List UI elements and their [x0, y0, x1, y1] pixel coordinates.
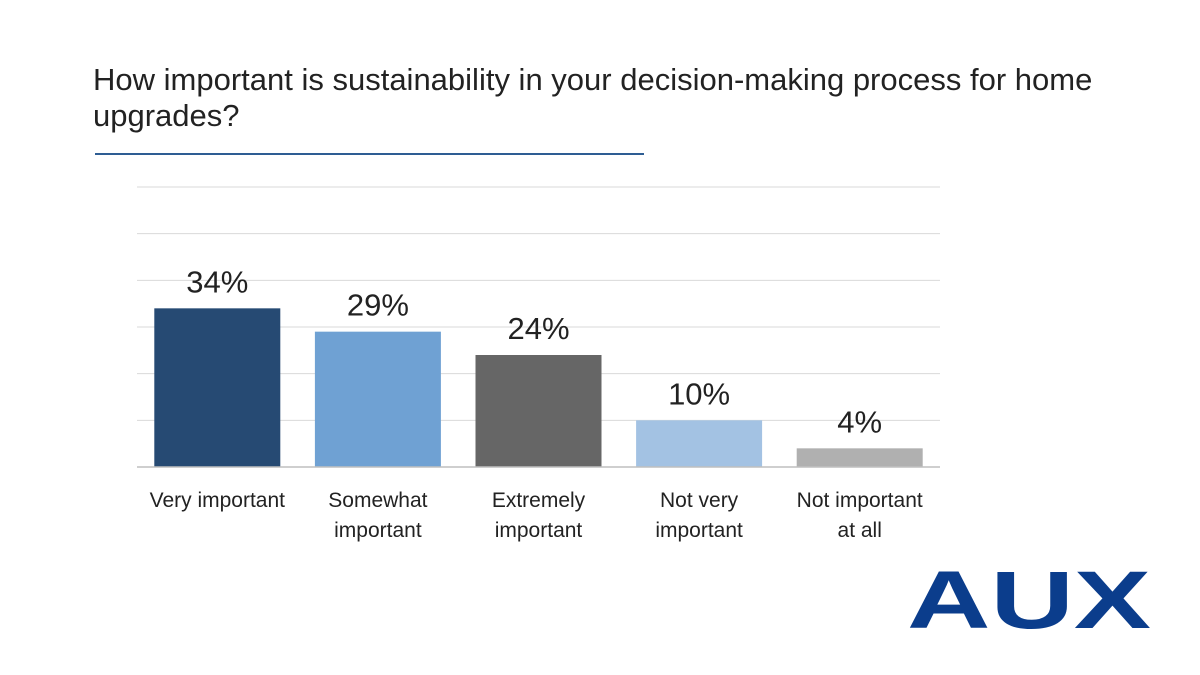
data-label: 4%: [837, 404, 882, 439]
category-label: important: [334, 519, 422, 542]
category-label: Extremely: [492, 489, 586, 512]
title-underline: [95, 153, 644, 155]
category-label: Not very: [660, 489, 739, 512]
data-label: 29%: [347, 288, 409, 323]
category-label: important: [495, 519, 583, 542]
data-label: 34%: [186, 264, 248, 299]
bar: [636, 420, 763, 467]
data-label: 24%: [507, 311, 569, 346]
bar: [314, 331, 441, 467]
category-label: important: [655, 519, 743, 542]
category-label: at all: [838, 519, 882, 542]
category-label: Somewhat: [328, 489, 427, 512]
data-label: 10%: [668, 376, 730, 411]
category-label: Not important: [797, 489, 923, 512]
svg-text:AUX: AUX: [907, 560, 1151, 635]
category-label: Very important: [150, 489, 286, 512]
bar: [475, 355, 602, 467]
bar: [154, 308, 281, 467]
aux-logo: AUX: [907, 560, 1151, 635]
bar: [796, 448, 923, 467]
chart-title: How important is sustainability in your …: [93, 62, 1093, 133]
